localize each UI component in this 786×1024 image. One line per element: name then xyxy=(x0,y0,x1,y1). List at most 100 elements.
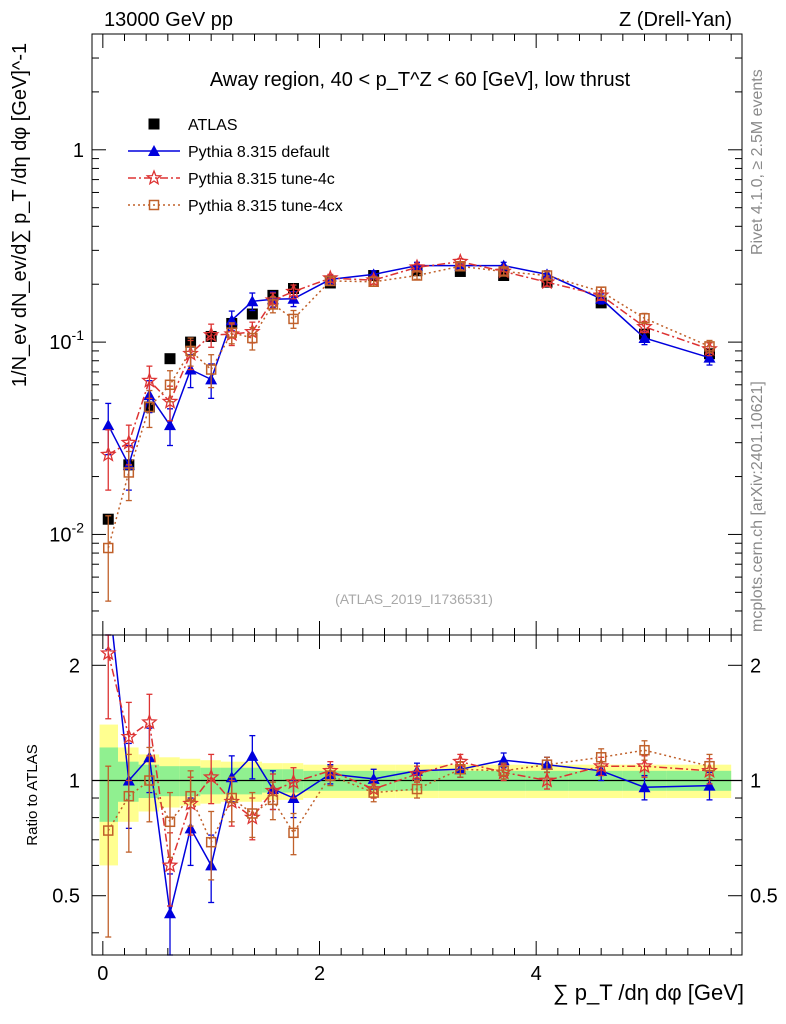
legend-label: Pythia 8.315 tune-4c xyxy=(188,171,335,188)
data-point xyxy=(202,326,220,343)
legend-label: Pythia 8.315 tune-4cx xyxy=(188,198,343,215)
ratio-point xyxy=(638,781,651,793)
legend-label: Pythia 8.315 default xyxy=(188,144,330,161)
header-left: 13000 GeV pp xyxy=(104,9,233,31)
series-1 xyxy=(102,259,716,491)
series-line xyxy=(107,264,710,467)
data-point xyxy=(455,261,466,272)
source-label: mcplots.cern.ch [arXiv:2401.10621] xyxy=(749,381,766,632)
x-axis-label: ∑ p_T /dη dφ [GeV] xyxy=(553,980,744,1005)
series-line xyxy=(107,260,710,456)
legend-label: ATLAS xyxy=(188,117,238,134)
data-point xyxy=(247,332,258,344)
ratio-point xyxy=(704,760,715,772)
ratio-point xyxy=(408,765,426,782)
ratio-point xyxy=(411,783,423,795)
y-tick-label: 2 xyxy=(69,655,80,677)
ratio-point xyxy=(288,827,299,839)
data-point xyxy=(636,318,653,334)
x-tick-label: 0 xyxy=(97,963,108,985)
legend-marker xyxy=(148,118,160,130)
ratio-point xyxy=(325,770,336,781)
ratio-point xyxy=(205,836,217,848)
data-point xyxy=(246,295,259,307)
ratio-point xyxy=(161,856,179,873)
data-point xyxy=(285,282,302,299)
ratio-series-2 xyxy=(103,740,715,938)
rivet-label: Rivet 4.1.0, ≥ 2.5M events xyxy=(749,69,766,255)
ratio-point xyxy=(703,779,716,791)
data-point xyxy=(226,327,237,338)
y-tick-label-right: 2 xyxy=(750,655,761,677)
data-point xyxy=(144,401,155,413)
data-point xyxy=(541,270,553,281)
ratio-point xyxy=(103,825,114,836)
ratio-point xyxy=(226,792,237,804)
ratio-point xyxy=(164,907,176,919)
data-point xyxy=(704,341,715,352)
ratio-point xyxy=(123,790,135,802)
data-point xyxy=(703,351,716,363)
main-y-axis: 10-2 10-1 1 xyxy=(49,33,742,636)
data-point xyxy=(164,353,176,365)
y-tick-label: 1 xyxy=(69,771,80,793)
ratio-point xyxy=(368,787,379,798)
ratio-x-axis: 0 2 4 xyxy=(97,34,732,985)
y-tick-label-right: 0.5 xyxy=(750,886,778,908)
main-plot-area xyxy=(99,252,718,602)
data-point xyxy=(103,542,114,554)
ratio-point xyxy=(541,759,553,770)
y-tick-label-right: 1 xyxy=(750,771,761,793)
data-point xyxy=(368,276,379,288)
legend-marker xyxy=(145,169,163,186)
ratio-y-label: Ratio to ATLAS xyxy=(24,744,41,845)
ratio-point xyxy=(592,757,610,774)
data-point xyxy=(185,345,196,357)
ratio-point xyxy=(497,754,510,766)
data-point xyxy=(164,379,176,391)
data-point xyxy=(205,364,217,375)
ratio-point xyxy=(164,816,176,828)
data-point xyxy=(123,467,135,478)
y-tick-label: 10-1 xyxy=(49,327,84,354)
series-0 xyxy=(102,265,715,525)
ratio-point xyxy=(120,728,138,745)
ratio-y-axis: 0.5 0.5 1 1 2 2 xyxy=(52,655,778,934)
x-tick-label: 4 xyxy=(531,963,542,985)
data-point xyxy=(141,371,158,388)
band-inner xyxy=(159,766,180,797)
data-point xyxy=(267,299,279,310)
y-tick-label: 0.5 xyxy=(52,886,80,908)
ratio-point xyxy=(595,752,607,763)
data-point xyxy=(498,266,509,277)
main-panel: 10-2 10-1 1 Away region, 40 < p_T^Z < 60 [… xyxy=(9,33,743,636)
ratio-frame xyxy=(91,634,743,956)
data-point xyxy=(411,270,423,281)
series-line xyxy=(107,265,710,549)
ratio-point xyxy=(285,773,302,790)
ratio-point xyxy=(99,644,117,661)
data-point xyxy=(246,308,258,320)
legend-marker xyxy=(148,145,160,156)
ratio-panel: 0.5 0.5 1 1 2 2 0 2 4 Ratio to ATLAS ∑ p_T /dη … xyxy=(24,34,778,1005)
ratio-point xyxy=(267,794,279,806)
data-point xyxy=(639,313,650,324)
data-point xyxy=(161,392,179,409)
y-tick-label: 10-2 xyxy=(49,519,84,546)
data-point xyxy=(288,313,299,325)
legend: ATLAS Pythia 8.315 default Pythia 8.315 tu… xyxy=(128,117,343,215)
ratio-point xyxy=(246,749,259,761)
ratio-point xyxy=(636,757,653,774)
ratio-point xyxy=(144,775,155,786)
data-point xyxy=(325,275,336,287)
y-tick-label: 1 xyxy=(73,140,84,162)
x-tick-label: 2 xyxy=(314,963,325,985)
ratio-point xyxy=(185,790,196,802)
ratio-point xyxy=(202,768,220,785)
data-point xyxy=(164,419,176,431)
ratio-series-line xyxy=(112,635,710,914)
ratio-plot-area xyxy=(92,634,742,956)
header-right: Z (Drell-Yan) xyxy=(619,9,732,31)
series-3 xyxy=(103,261,715,602)
